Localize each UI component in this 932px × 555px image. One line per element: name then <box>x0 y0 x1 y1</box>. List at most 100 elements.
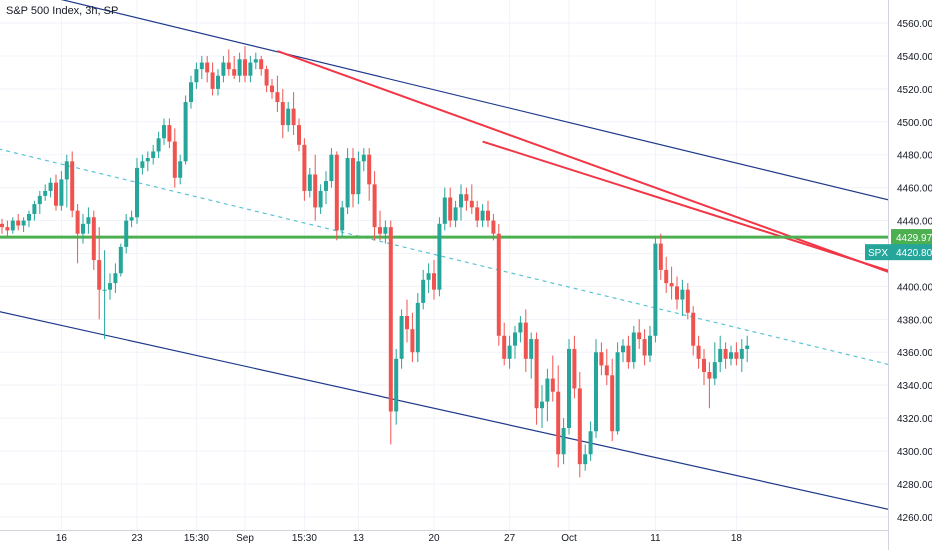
candle[interactable] <box>707 362 712 409</box>
candle[interactable] <box>383 220 388 244</box>
candle[interactable] <box>610 358 615 442</box>
candle[interactable] <box>286 102 291 132</box>
candle[interactable] <box>486 200 490 228</box>
candle[interactable] <box>502 322 507 366</box>
candle[interactable] <box>648 325 652 363</box>
candle[interactable] <box>302 138 307 201</box>
candle[interactable] <box>91 210 96 270</box>
candle[interactable] <box>405 299 409 343</box>
candle[interactable] <box>367 148 372 201</box>
candle[interactable] <box>464 187 469 211</box>
candle[interactable] <box>216 69 220 96</box>
candle[interactable] <box>270 79 274 99</box>
candle[interactable] <box>253 52 258 70</box>
candle[interactable] <box>232 55 237 80</box>
candle[interactable] <box>118 243 123 277</box>
candle[interactable] <box>394 348 399 425</box>
candle[interactable] <box>599 342 604 376</box>
candle[interactable] <box>415 292 420 363</box>
candle[interactable] <box>297 118 301 152</box>
candle[interactable] <box>615 342 620 435</box>
candle[interactable] <box>5 220 10 238</box>
candle[interactable] <box>37 190 42 214</box>
candle[interactable] <box>313 154 318 221</box>
candle[interactable] <box>345 148 350 214</box>
candle[interactable] <box>27 210 31 228</box>
candle[interactable] <box>183 95 188 165</box>
candle[interactable] <box>669 266 674 300</box>
candle[interactable] <box>97 227 102 320</box>
candle[interactable] <box>86 207 91 234</box>
candle[interactable] <box>604 348 609 386</box>
candle[interactable] <box>372 171 377 241</box>
candle[interactable] <box>124 213 129 254</box>
candle[interactable] <box>572 335 577 399</box>
candle[interactable] <box>410 312 415 363</box>
candle[interactable] <box>280 88 285 139</box>
candle[interactable] <box>32 200 37 221</box>
candle[interactable] <box>637 319 642 349</box>
candle[interactable] <box>518 316 523 343</box>
candle[interactable] <box>59 171 64 211</box>
candle[interactable] <box>113 263 118 293</box>
candle[interactable] <box>318 184 323 214</box>
candle[interactable] <box>469 184 474 214</box>
candle[interactable] <box>205 55 210 83</box>
candle[interactable] <box>221 55 226 83</box>
candle[interactable] <box>550 355 555 402</box>
candle[interactable] <box>210 62 215 96</box>
candle[interactable] <box>513 325 517 359</box>
candle[interactable] <box>658 233 663 280</box>
candle[interactable] <box>712 342 717 386</box>
candle[interactable] <box>642 329 647 366</box>
candle[interactable] <box>172 128 177 188</box>
channel-upper[interactable] <box>0 0 932 221</box>
candle[interactable] <box>702 348 706 386</box>
candle[interactable] <box>426 263 431 293</box>
candle[interactable] <box>691 306 696 356</box>
candle[interactable] <box>540 385 544 428</box>
candle[interactable] <box>140 154 145 175</box>
candle[interactable] <box>199 55 204 80</box>
candle[interactable] <box>723 342 728 369</box>
candle[interactable] <box>475 200 480 228</box>
candle[interactable] <box>588 421 593 461</box>
candle[interactable] <box>561 418 566 465</box>
candle[interactable] <box>334 151 339 241</box>
candle[interactable] <box>259 55 264 76</box>
candle[interactable] <box>167 118 172 149</box>
candle[interactable] <box>10 217 15 234</box>
candle[interactable] <box>529 332 534 379</box>
candle[interactable] <box>156 131 161 159</box>
candle[interactable] <box>189 75 193 109</box>
candle[interactable] <box>21 217 26 233</box>
candle[interactable] <box>545 368 550 422</box>
candle[interactable] <box>523 309 528 372</box>
candle[interactable] <box>507 335 512 369</box>
candle[interactable] <box>0 218 4 234</box>
candle[interactable] <box>556 365 561 468</box>
candle[interactable] <box>162 118 166 145</box>
candle[interactable] <box>491 213 496 241</box>
candle[interactable] <box>577 371 582 478</box>
candle[interactable] <box>729 345 733 366</box>
candle[interactable] <box>480 204 485 228</box>
candle[interactable] <box>675 276 679 310</box>
candle[interactable] <box>264 65 269 93</box>
candle[interactable] <box>243 46 247 83</box>
candle[interactable] <box>432 260 436 300</box>
candle[interactable] <box>64 154 69 208</box>
candle[interactable] <box>378 210 382 241</box>
candle[interactable] <box>583 444 588 471</box>
candle[interactable] <box>421 269 426 310</box>
candle[interactable] <box>496 223 501 346</box>
candle[interactable] <box>70 151 75 218</box>
candle[interactable] <box>54 174 58 211</box>
candle[interactable] <box>226 49 231 76</box>
candle[interactable] <box>631 325 636 369</box>
candle[interactable] <box>534 332 539 425</box>
channel-lower[interactable] <box>0 306 932 528</box>
candle[interactable] <box>718 335 723 372</box>
